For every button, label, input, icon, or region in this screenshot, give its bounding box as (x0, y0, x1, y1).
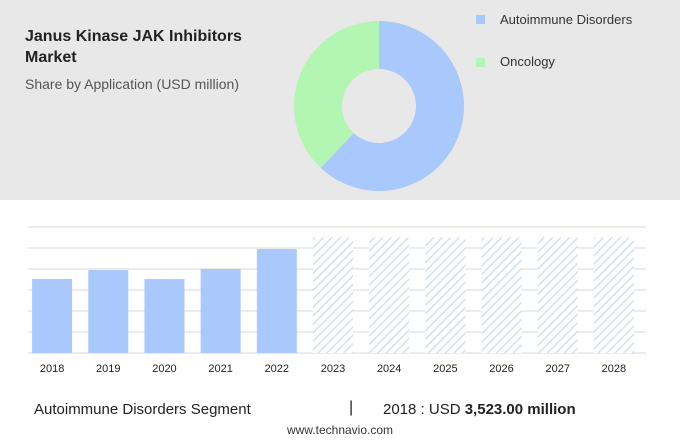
footer-year-text: 2018 : USD (383, 401, 461, 418)
legend-label-autoimmune: Autoimmune Disorders (500, 12, 633, 27)
x-tick-label-2018: 2018 (40, 363, 64, 375)
bar-2021 (200, 269, 241, 353)
bar-2022 (256, 249, 297, 353)
x-tick-label-2023: 2023 (321, 363, 345, 375)
bar-2023-forecast (313, 237, 353, 353)
donut-chart (294, 21, 465, 192)
donut-slice-autoimmune (320, 21, 465, 192)
bar-2026-forecast (481, 237, 522, 353)
donut-slice-oncology (294, 21, 379, 168)
footer-value: 2018 : USD 3,523.00 million (383, 401, 576, 418)
bar-2019 (88, 270, 129, 353)
bar-2027-forecast (537, 237, 578, 353)
bar-2028-forecast (593, 237, 634, 353)
bar-2024-forecast (369, 237, 410, 353)
legend-swatch-autoimmune (476, 15, 485, 24)
x-tick-label-2025: 2025 (433, 363, 457, 375)
chart-subtitle: Share by Application (USD million) (25, 76, 239, 92)
legend-label-oncology: Oncology (500, 54, 555, 69)
chart-title: Janus Kinase JAK Inhibitors Market (25, 28, 242, 66)
bar-chart: 2018 2019 2020 2021 2022 2023 2024 2025 2026 2027… (28, 226, 646, 375)
footer-segment-label: Autoimmune Disorders Segment (34, 401, 251, 418)
x-tick-label-2019: 2019 (96, 363, 120, 375)
bar-2020 (144, 279, 185, 353)
x-tick-label-2022: 2022 (265, 363, 289, 375)
footer-value-amount: 3,523.00 million (464, 401, 576, 418)
bar-2025-forecast (425, 237, 466, 353)
x-tick-label-2028: 2028 (602, 363, 626, 375)
x-tick-label-2026: 2026 (489, 363, 513, 375)
x-tick-label-2020: 2020 (152, 363, 176, 375)
x-tick-label-2024: 2024 (377, 363, 401, 375)
bar-2018 (32, 279, 73, 353)
source-link[interactable]: www.technavio.com (286, 423, 394, 437)
footer-separator: | (349, 399, 354, 416)
x-tick-label-2021: 2021 (208, 363, 232, 375)
legend-swatch-oncology (476, 58, 485, 67)
x-tick-label-2027: 2027 (545, 363, 569, 375)
